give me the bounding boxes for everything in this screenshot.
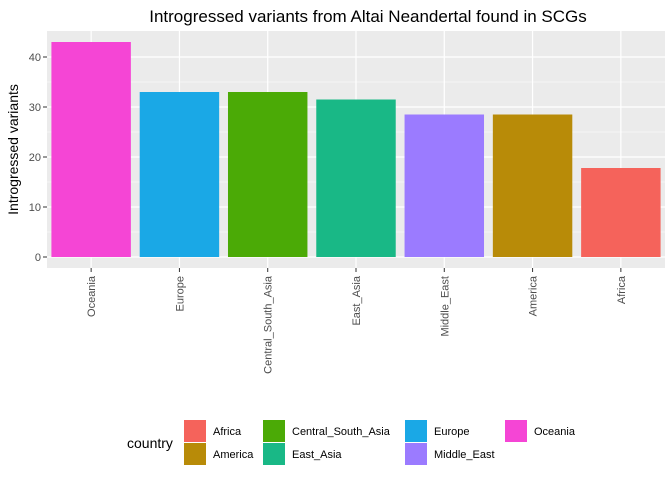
legend-label: Africa [213, 426, 242, 438]
bar-east_asia [316, 99, 396, 257]
bar-central_south_asia [227, 92, 308, 257]
legend: country Africa America Central_South_Asia E… [127, 420, 576, 465]
bar-europe [139, 92, 220, 257]
legend-key [263, 443, 285, 465]
legend-key [184, 420, 206, 442]
legend-label: Central_South_Asia [292, 426, 391, 438]
y-tick-label: 0 [35, 252, 41, 264]
y-axis-title: Introgressed variants [5, 84, 21, 215]
bar-africa [581, 168, 661, 257]
legend-label: Europe [434, 426, 469, 438]
legend-label: Oceania [534, 426, 576, 438]
legend-label: Middle_East [434, 449, 495, 461]
bar-oceania [51, 42, 131, 257]
y-tick-label: 40 [29, 52, 41, 64]
legend-title: country [127, 435, 173, 451]
y-tick-label: 10 [29, 202, 41, 214]
legend-key [184, 443, 206, 465]
legend-key [405, 420, 427, 442]
x-tick-label: Oceania [86, 275, 98, 317]
legend-key [263, 420, 285, 442]
y-tick-label: 30 [29, 102, 41, 114]
y-tick-label: 20 [29, 152, 41, 164]
chart-title: Introgressed variants from Altai Neander… [149, 7, 587, 26]
bar-middle_east [404, 114, 485, 257]
x-tick-label: America [528, 275, 540, 316]
y-axis: 0 10 20 30 40 [29, 52, 47, 264]
legend-label: America [213, 449, 254, 461]
x-tick-label: Middle_East [439, 276, 451, 337]
x-tick-label: Africa [616, 275, 628, 304]
bars [51, 42, 661, 257]
legend-key [405, 443, 427, 465]
legend-label: East_Asia [292, 449, 342, 461]
x-tick-label: Central_South_Asia [263, 275, 275, 374]
legend-key [505, 420, 527, 442]
bar-america [492, 114, 573, 257]
x-tick-label: East_Asia [351, 275, 363, 325]
x-axis: Oceania Europe Central_South_Asia East_Asia… [86, 268, 628, 374]
x-tick-label: Europe [174, 276, 186, 311]
